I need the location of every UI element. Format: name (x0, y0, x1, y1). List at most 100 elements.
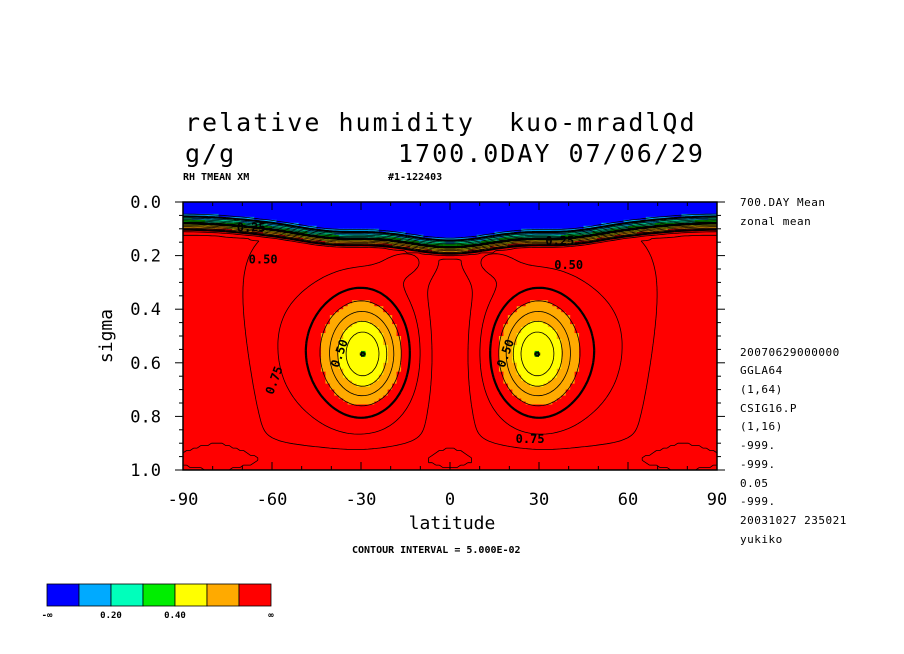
field-cell (343, 222, 349, 227)
field-cell (414, 216, 420, 221)
field-cell (272, 237, 278, 242)
field-cell (289, 216, 295, 221)
field-cell (196, 264, 202, 269)
field-cell (231, 249, 237, 254)
field-cell (481, 270, 487, 275)
field-cell (280, 207, 286, 212)
field-cell (343, 279, 349, 283)
field-cell (565, 225, 571, 230)
field-cell (236, 243, 242, 248)
field-cell (592, 207, 598, 212)
field-cell (703, 246, 709, 251)
field-cell (325, 255, 331, 260)
field-cell (516, 202, 522, 206)
field-cell (610, 282, 616, 286)
field-cell (312, 252, 318, 257)
field-cell (383, 252, 389, 257)
field-cell (374, 202, 380, 206)
field-cell (365, 264, 371, 269)
field-cell (218, 225, 224, 230)
field-cell (196, 249, 202, 254)
field-cell (583, 255, 589, 260)
field-cell (645, 258, 651, 263)
field-cell (303, 288, 309, 292)
field-cell (467, 294, 473, 298)
field-cell (708, 204, 714, 209)
field-cell (312, 216, 318, 221)
field-cell (481, 273, 487, 278)
field-cell (338, 282, 344, 286)
field-cell (272, 261, 278, 266)
field-cell (454, 276, 460, 281)
field-cell (369, 258, 375, 263)
field-cell (645, 276, 651, 281)
field-cell (223, 303, 229, 307)
field-cell (628, 300, 634, 304)
field-cell (214, 267, 220, 272)
field-cell (676, 291, 682, 295)
field-cell (605, 234, 611, 239)
field-cell (694, 261, 700, 266)
field-cell (352, 288, 358, 292)
field-cell (405, 204, 411, 209)
field-cell (254, 255, 260, 260)
field-cell (378, 202, 384, 206)
field-cell (191, 231, 197, 236)
field-cell (218, 240, 224, 245)
field-cell (231, 231, 237, 236)
field-cell (659, 207, 665, 212)
field-cell (392, 264, 398, 269)
field-cell (592, 216, 598, 221)
field-cell (365, 267, 371, 272)
field-cell (374, 219, 380, 224)
field-cell (561, 276, 567, 281)
field-cell (409, 267, 415, 272)
field-cell (516, 282, 522, 286)
field-cell (209, 270, 215, 275)
field-cell (570, 213, 576, 218)
field-cell (472, 213, 478, 218)
field-cell (681, 261, 687, 266)
field-cell (645, 234, 651, 239)
field-cell (441, 300, 447, 304)
field-cell (614, 279, 620, 283)
field-cell (303, 255, 309, 260)
field-cell (490, 228, 496, 233)
field-cell (503, 246, 509, 251)
field-cell (218, 291, 224, 295)
field-cell (223, 210, 229, 215)
field-cell (405, 279, 411, 283)
field-cell (547, 264, 553, 269)
field-cell (312, 222, 318, 227)
field-cell (503, 297, 509, 301)
field-cell (659, 240, 665, 245)
field-cell (254, 288, 260, 292)
field-cell (423, 288, 429, 292)
field-cell (668, 261, 674, 266)
field-cell (547, 261, 553, 266)
field-cell (276, 202, 282, 206)
field-cell (645, 204, 651, 209)
field-cell (668, 288, 674, 292)
field-cell (614, 291, 620, 295)
field-cell (516, 285, 522, 289)
field-cell (587, 273, 593, 278)
field-cell (374, 228, 380, 233)
field-cell (405, 270, 411, 275)
field-cell (378, 288, 384, 292)
field-cell (521, 228, 527, 233)
field-cell (285, 264, 291, 269)
field-cell (641, 243, 647, 248)
field-cell (249, 303, 255, 307)
field-cell (543, 267, 549, 272)
field-cell (338, 219, 344, 224)
field-cell (552, 291, 558, 295)
field-cell (636, 213, 642, 218)
field-cell (191, 210, 197, 215)
field-cell (258, 276, 264, 281)
field-cell (516, 204, 522, 209)
field-cell (574, 261, 580, 266)
field-cell (645, 219, 651, 224)
field-cell (650, 267, 656, 272)
field-cell (414, 231, 420, 236)
